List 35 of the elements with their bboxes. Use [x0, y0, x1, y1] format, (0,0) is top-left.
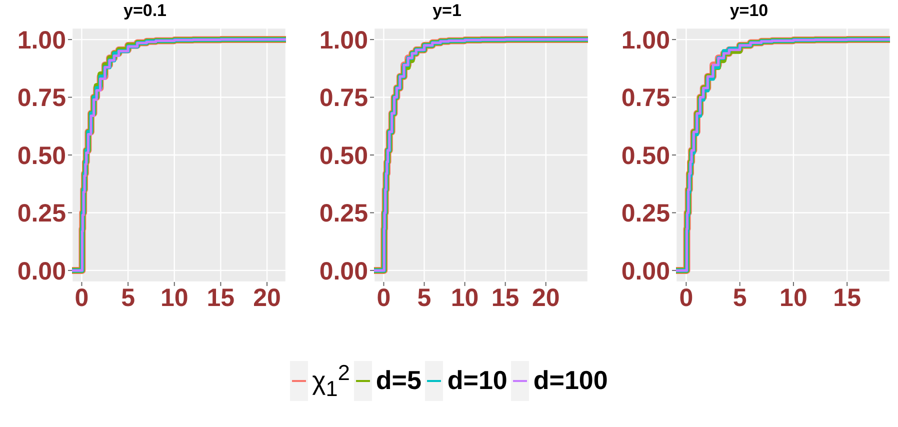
x-tick-label: 20: [253, 284, 281, 312]
legend-label: d=10: [447, 365, 508, 396]
chart-title: y=1: [432, 0, 462, 22]
x-tick-label: 10: [450, 284, 479, 312]
x-tick-label: 10: [780, 284, 808, 312]
y-tick-label: 0.50: [319, 142, 368, 170]
chart-title: y=0.1: [122, 0, 168, 22]
x-tick-label: 20: [532, 284, 560, 312]
y-tick-label: 0.75: [621, 84, 670, 112]
x-tick-label: 10: [160, 284, 188, 312]
x-tick-label: 0: [679, 284, 694, 312]
x-tick-label: 15: [206, 284, 235, 312]
y-tick-label: 0.25: [621, 200, 670, 228]
y-tick-label: 0.50: [17, 142, 66, 170]
legend-label: d=100: [533, 365, 608, 396]
y-tick-label: 0.25: [17, 200, 66, 228]
y-tick-label: 0.75: [17, 84, 66, 112]
y-tick-label: 0.50: [621, 142, 670, 170]
x-tick-label: 15: [833, 284, 862, 312]
y-tick-label: 0.25: [319, 200, 368, 228]
chart-title: y=10: [728, 0, 770, 22]
x-tick-label: 0: [74, 284, 89, 312]
y-tick-label: 1.00: [319, 26, 368, 54]
y-tick-label: 1.00: [621, 26, 670, 54]
x-tick-label: 15: [491, 284, 520, 312]
x-tick-label: 0: [376, 284, 391, 312]
x-tick-label: 5: [121, 284, 136, 312]
y-tick-label: 0.00: [319, 257, 368, 286]
x-tick-label: 5: [417, 284, 432, 312]
y-tick-label: 0.75: [319, 84, 368, 112]
y-tick-label: 0.00: [621, 257, 670, 286]
y-tick-label: 0.00: [17, 257, 66, 286]
y-tick-label: 1.00: [17, 26, 66, 54]
legend-label: d=5: [376, 365, 422, 396]
x-tick-label: 5: [732, 284, 747, 312]
